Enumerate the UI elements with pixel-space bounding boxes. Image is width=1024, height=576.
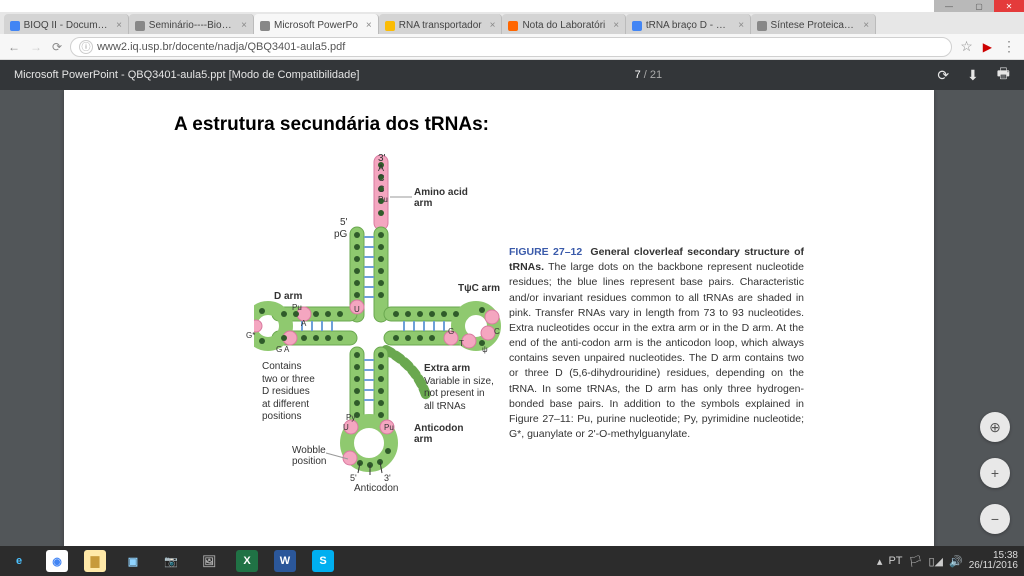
back-button[interactable]: ← [8, 40, 20, 54]
zoom-in-button[interactable]: + [980, 458, 1010, 488]
lbl-amino: Amino acidarm [414, 187, 468, 209]
browser-tab-0[interactable]: BIOQ II - Document× [4, 14, 129, 34]
window-titlebar: — ▢ ✕ [0, 0, 1024, 12]
tab-strip: BIOQ II - Document×Seminário----Bioqui×M… [0, 12, 1024, 34]
page-indicator: 7 / 21 [635, 69, 663, 81]
lbl-wobble: Wobbleposition [292, 445, 326, 467]
pdf-page: A estrutura secundária dos tRNAs: [64, 90, 934, 576]
tray-up-icon[interactable]: ▴ [877, 555, 883, 568]
url-box[interactable]: ⓘ www2.iq.usp.br/docente/nadja/QBQ3401-a… [70, 37, 952, 57]
site-info-icon[interactable]: ⓘ [79, 40, 93, 54]
tray-network-icon[interactable]: ▯◢ [928, 555, 943, 568]
taskbar-app-8[interactable]: S [304, 546, 342, 576]
fit-page-button[interactable]: ⊕ [980, 412, 1010, 442]
pdf-canvas: A estrutura secundária dos tRNAs: [0, 90, 1024, 576]
window-maximize[interactable]: ▢ [964, 0, 994, 12]
taskbar: e◉▇▣📷🖼XWS ▴ PT 🏳 ▯◢ 🔊 15:38 26/11/2016 [0, 546, 1024, 576]
lbl-anticodonarm: Anticodonarm [414, 423, 463, 445]
taskbar-app-4[interactable]: 📷 [152, 546, 190, 576]
tab-close-icon[interactable]: × [613, 20, 619, 31]
lbl-extra: Extra armVariable in size,not present in… [424, 363, 494, 413]
browser-tab-3[interactable]: RNA transportador× [379, 14, 503, 34]
bookmark-star-icon[interactable]: ☆ [960, 38, 973, 55]
taskbar-app-0[interactable]: e [0, 546, 38, 576]
taskbar-app-3[interactable]: ▣ [114, 546, 152, 576]
tab-close-icon[interactable]: × [490, 20, 496, 31]
window-close[interactable]: ✕ [994, 0, 1024, 12]
menu-icon[interactable]: ⋮ [1002, 38, 1016, 55]
browser-tab-1[interactable]: Seminário----Bioqui× [129, 14, 254, 34]
tab-close-icon[interactable]: × [116, 20, 122, 31]
url-text: www2.iq.usp.br/docente/nadja/QBQ3401-aul… [97, 41, 345, 53]
print-icon[interactable]: 🖶 [997, 63, 1010, 87]
lbl-contains: Containstwo or threeD residuesat differe… [262, 361, 315, 424]
tray-lang-icon[interactable]: PT [888, 555, 902, 567]
extension-icon[interactable]: ▶ [983, 40, 992, 54]
slide-title: A estrutura secundária dos tRNAs: [174, 114, 489, 136]
zoom-out-button[interactable]: − [980, 504, 1010, 534]
tray-volume-icon[interactable]: 🔊 [949, 555, 963, 568]
lbl-5prime: 5' [340, 217, 347, 228]
tab-close-icon[interactable]: × [738, 20, 744, 31]
clock[interactable]: 15:38 26/11/2016 [969, 551, 1018, 572]
browser-tab-2[interactable]: Microsoft PowerPo× [254, 14, 379, 34]
figure-caption: FIGURE 27–12 General cloverleaf secondar… [509, 245, 804, 442]
system-tray: ▴ PT 🏳 ▯◢ 🔊 15:38 26/11/2016 [877, 551, 1024, 572]
pdf-toolbar: Microsoft PowerPoint - QBQ3401-aula5.ppt… [0, 60, 1024, 90]
browser-tab-6[interactable]: Síntese Proteica | M× [751, 14, 876, 34]
download-icon[interactable]: ⬇ [967, 67, 979, 84]
forward-button[interactable]: → [30, 40, 42, 54]
taskbar-app-7[interactable]: W [266, 546, 304, 576]
taskbar-app-6[interactable]: X [228, 546, 266, 576]
tab-close-icon[interactable]: × [241, 20, 247, 31]
tray-flag-icon[interactable]: 🏳 [909, 555, 923, 568]
taskbar-app-2[interactable]: ▇ [76, 546, 114, 576]
browser-tab-5[interactable]: tRNA braço D - Pes× [626, 14, 751, 34]
window-minimize[interactable]: — [934, 0, 964, 12]
pdf-float-controls: ⊕ + − [980, 412, 1010, 534]
taskbar-app-1[interactable]: ◉ [38, 546, 76, 576]
reload-button[interactable]: ⟳ [52, 40, 62, 54]
rotate-icon[interactable]: ⟳ [937, 67, 949, 84]
taskbar-app-5[interactable]: 🖼 [190, 546, 228, 576]
browser-tab-4[interactable]: Nota do Laboratóri× [502, 14, 626, 34]
lbl-tpsi: TψC arm [458, 283, 500, 294]
lbl-anticodon: Anticodon [354, 483, 398, 494]
lbl-darm: D arm [274, 291, 302, 302]
tab-close-icon[interactable]: × [366, 20, 372, 31]
pdf-title: Microsoft PowerPoint - QBQ3401-aula5.ppt… [14, 69, 359, 81]
address-bar: ← → ⟳ ⓘ www2.iq.usp.br/docente/nadja/QBQ… [0, 34, 1024, 60]
tab-close-icon[interactable]: × [863, 20, 869, 31]
lbl-pG: pG [334, 229, 347, 240]
